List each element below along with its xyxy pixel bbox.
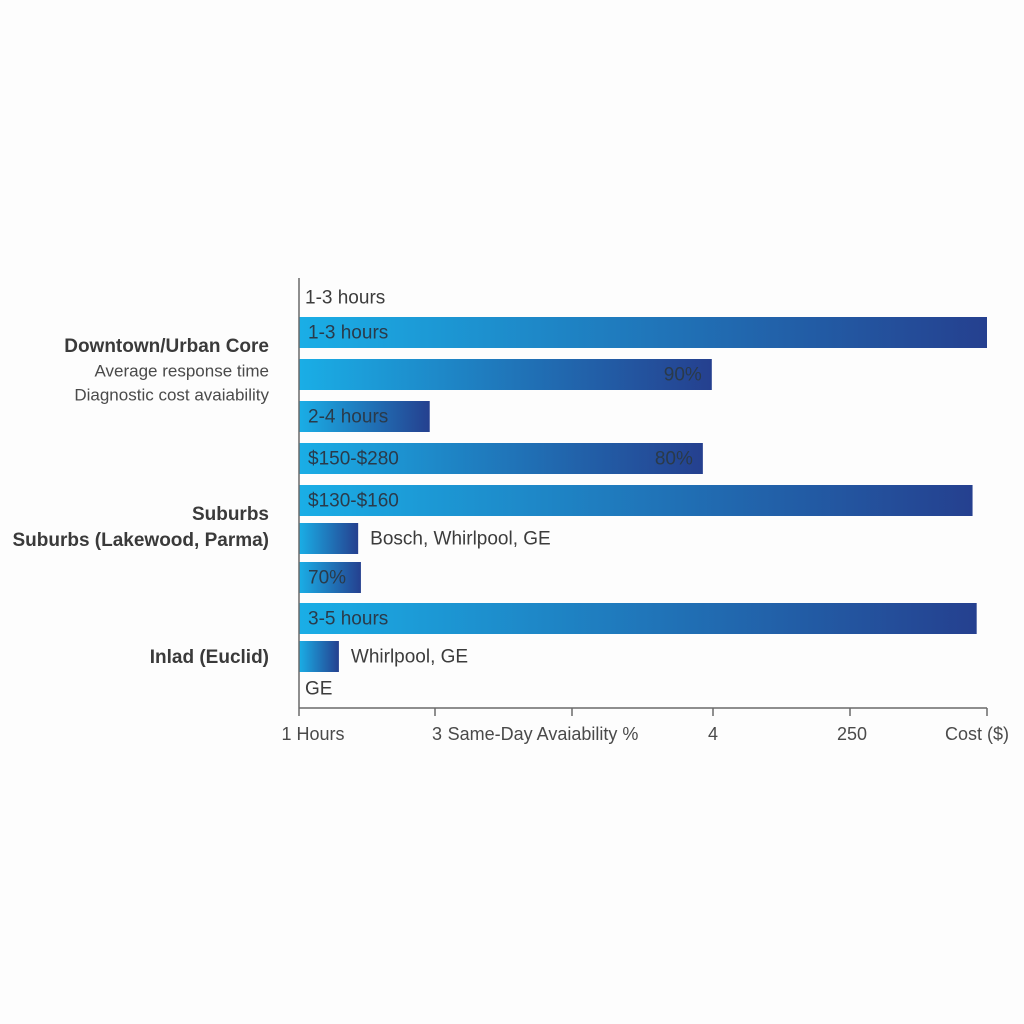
- bar: [299, 641, 339, 672]
- group-title: Inlad (Euclid): [150, 647, 269, 668]
- x-tick-label: Same-Day Avaiability %: [448, 724, 639, 744]
- x-tick-label: 250: [837, 724, 867, 744]
- bar: [299, 401, 430, 432]
- bar: [299, 562, 361, 593]
- group-sublabel: Average response time: [94, 361, 269, 380]
- bar: [299, 359, 712, 390]
- bar-label: 1-3 hours: [305, 288, 385, 309]
- bar-label: 1-3 hours: [308, 323, 388, 344]
- group-sublabel: Diagnostic cost avaiability: [74, 385, 269, 404]
- bar-label: GE: [305, 679, 332, 700]
- bar: [299, 443, 703, 474]
- bar-value-label: 80%: [655, 449, 693, 470]
- bar-label: 90%: [664, 365, 702, 386]
- bar: [299, 523, 359, 554]
- bar-label: 3-5 hours: [308, 609, 388, 630]
- bar: [299, 485, 973, 516]
- bar-label: Bosch, Whirlpool, GE: [370, 529, 551, 550]
- axis-layer: 1 Hours 3 Same-Day Avaiability % 4 250 Cost (…: [281, 278, 1009, 744]
- bar: [299, 317, 987, 348]
- x-tick-label: 4: [708, 724, 718, 744]
- x-tick-label: 3: [432, 724, 442, 744]
- bar-label: 70%: [308, 568, 346, 589]
- group-sublabel: Suburbs (Lakewood, Parma): [12, 530, 269, 551]
- bar: [299, 603, 977, 634]
- bar-label: 2-4 hours: [308, 407, 388, 428]
- x-tick-label: Cost ($): [945, 724, 1009, 744]
- labels-layer: Downtown/Urban Core Average response time…: [12, 288, 701, 700]
- bar-label: Whirlpool, GE: [351, 647, 468, 668]
- bar-label: $150-$280: [308, 449, 399, 470]
- bars-layer: [299, 317, 987, 672]
- x-tick-label: 1 Hours: [281, 724, 344, 744]
- bar-label: $130-$160: [308, 491, 399, 512]
- group-title: Suburbs: [192, 504, 269, 525]
- group-title: Downtown/Urban Core: [64, 336, 269, 357]
